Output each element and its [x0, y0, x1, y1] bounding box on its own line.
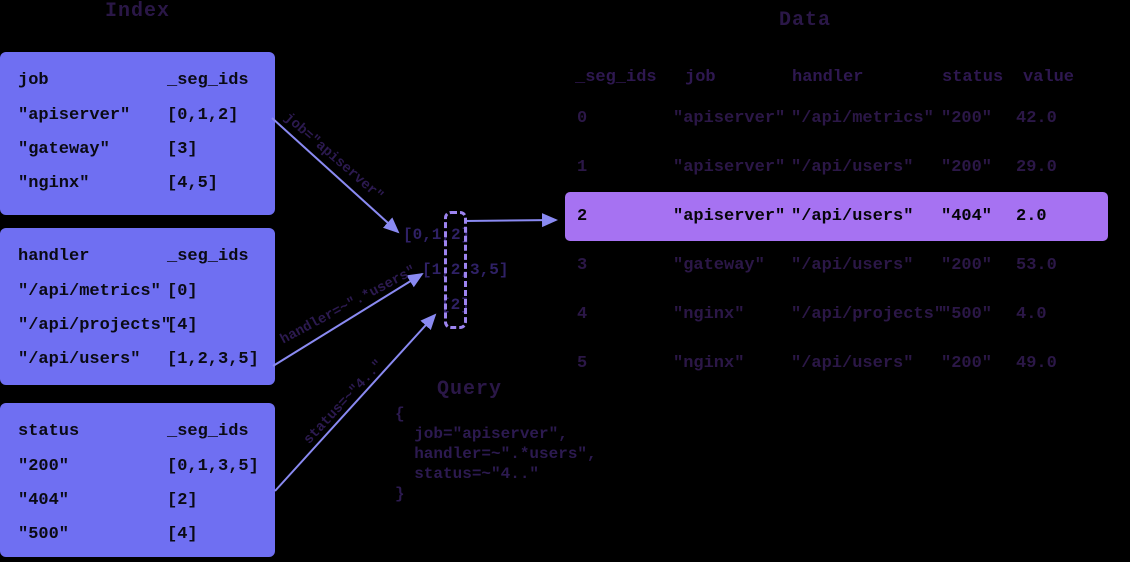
index-row: "apiserver" [0,1,2]: [0, 98, 275, 132]
cell-seg-id: 0: [577, 109, 588, 128]
cell-job: "apiserver": [673, 207, 786, 226]
index-table-job: job _seg_ids "apiserver" [0,1,2] "gatewa…: [0, 52, 275, 215]
index-table-header: status _seg_ids: [0, 413, 275, 449]
seg-ids-value: [1,2,3,5]: [167, 349, 259, 369]
cell-job: "gateway": [673, 256, 765, 275]
seg-ids-column-header: _seg_ids: [167, 246, 249, 266]
index-row: "500" [4]: [0, 517, 275, 551]
index-table-header: job _seg_ids: [0, 62, 275, 98]
key-column-header: status: [18, 421, 80, 441]
column-header-handler: handler: [792, 67, 864, 87]
cell-status: "404": [941, 207, 993, 226]
data-table: _seg_ids job handler status value 0 "api…: [565, 60, 1108, 388]
cell-handler: "/api/users": [791, 158, 914, 177]
seg-ids-value: [4]: [167, 315, 198, 335]
data-row: 4 "nginx" "/api/projects" "500" 4.0: [565, 290, 1108, 339]
seg-ids-column-header: _seg_ids: [167, 70, 249, 90]
data-row-highlighted: 2 "apiserver" "/api/users" "404" 2.0: [565, 192, 1108, 241]
key-value: "gateway": [18, 139, 110, 159]
intersection-seg-ids-status: [2]: [441, 296, 470, 314]
key-value: "404": [18, 490, 70, 510]
cell-seg-id: 2: [577, 207, 588, 226]
key-value: "/api/projects": [18, 315, 172, 335]
cell-handler: "/api/users": [791, 256, 914, 275]
index-row: "200" [0,1,3,5]: [0, 449, 275, 483]
cell-seg-id: 5: [577, 354, 588, 373]
column-header-status: status: [942, 67, 1004, 87]
cell-job: "nginx": [673, 305, 745, 324]
seg-ids-value: [0,1,3,5]: [167, 456, 259, 476]
status-arrow-label: status=~"4..": [301, 357, 388, 448]
cell-seg-id: 3: [577, 256, 588, 275]
job-arrow-label: job="apiserver": [280, 110, 387, 205]
data-table-header-row: _seg_ids job handler status value: [565, 60, 1108, 94]
cell-status: "500": [941, 305, 993, 324]
cell-seg-id: 1: [577, 158, 588, 177]
job-arrow: [271, 117, 400, 234]
seg-ids-value: [0,1,2]: [167, 105, 239, 125]
key-value: "nginx": [18, 173, 90, 193]
seg-ids-column-header: _seg_ids: [167, 421, 249, 441]
index-section-title: Index: [104, 0, 170, 23]
column-header-seg-ids: _seg_ids: [575, 67, 657, 87]
index-table-header: handler _seg_ids: [0, 238, 275, 274]
key-value: "/api/users": [18, 349, 141, 369]
seg-ids-value: [2]: [167, 490, 198, 510]
index-row: "gateway" [3]: [0, 132, 275, 166]
key-value: "/api/metrics": [18, 281, 161, 301]
data-row: 1 "apiserver" "/api/users" "200" 29.0: [565, 143, 1108, 192]
cell-value: 49.0: [1016, 354, 1057, 373]
column-header-job: job: [685, 67, 716, 87]
seg-ids-value: [4,5]: [167, 173, 219, 193]
column-header-value: value: [1023, 67, 1075, 87]
cell-status: "200": [941, 109, 993, 128]
seg-ids-value: [3]: [167, 139, 198, 159]
cell-value: 42.0: [1016, 109, 1057, 128]
key-column-header: job: [18, 70, 49, 90]
key-column-header: handler: [18, 246, 90, 266]
index-table-handler: handler _seg_ids "/api/metrics" [0] "/ap…: [0, 228, 275, 385]
key-value: "200": [18, 456, 70, 476]
cell-job: "apiserver": [673, 158, 786, 177]
cell-status: "200": [941, 354, 993, 373]
result-arrow: [463, 213, 558, 228]
key-value: "apiserver": [18, 105, 131, 125]
cell-handler: "/api/projects": [791, 305, 945, 324]
index-row: "nginx" [4,5]: [0, 166, 275, 200]
data-row: 0 "apiserver" "/api/metrics" "200" 42.0: [565, 94, 1108, 143]
cell-handler: "/api/users": [791, 207, 914, 226]
data-section-title: Data: [778, 9, 831, 32]
cell-status: "200": [941, 256, 993, 275]
cell-job: "apiserver": [673, 109, 786, 128]
query-code: { job="apiserver", handler=~".*users", s…: [395, 405, 597, 503]
key-value: "500": [18, 524, 70, 544]
seg-ids-value: [4]: [167, 524, 198, 544]
cell-value: 2.0: [1016, 207, 1047, 226]
cell-handler: "/api/users": [791, 354, 914, 373]
index-table-status: status _seg_ids "200" [0,1,3,5] "404" [2…: [0, 403, 275, 557]
cell-seg-id: 4: [577, 305, 588, 324]
intersection-box: [444, 211, 467, 329]
handler-arrow: [272, 272, 424, 367]
cell-handler: "/api/metrics": [791, 109, 934, 128]
cell-value: 29.0: [1016, 158, 1057, 177]
intersection-seg-ids-job: [0,1,2]: [403, 226, 471, 244]
data-row: 3 "gateway" "/api/users" "200" 53.0: [565, 241, 1108, 290]
data-row: 5 "nginx" "/api/users" "200" 49.0: [565, 339, 1108, 388]
query-section-title: Query: [437, 378, 503, 401]
cell-job: "nginx": [673, 354, 745, 373]
seg-ids-value: [0]: [167, 281, 198, 301]
index-row: "/api/projects" [4]: [0, 308, 275, 342]
index-row: "/api/metrics" [0]: [0, 274, 275, 308]
cell-value: 4.0: [1016, 305, 1047, 324]
index-row: "404" [2]: [0, 483, 275, 517]
cell-value: 53.0: [1016, 256, 1057, 275]
index-row: "/api/users" [1,2,3,5]: [0, 342, 275, 376]
cell-status: "200": [941, 158, 993, 177]
handler-arrow-label: handler=~".*users": [278, 262, 420, 349]
